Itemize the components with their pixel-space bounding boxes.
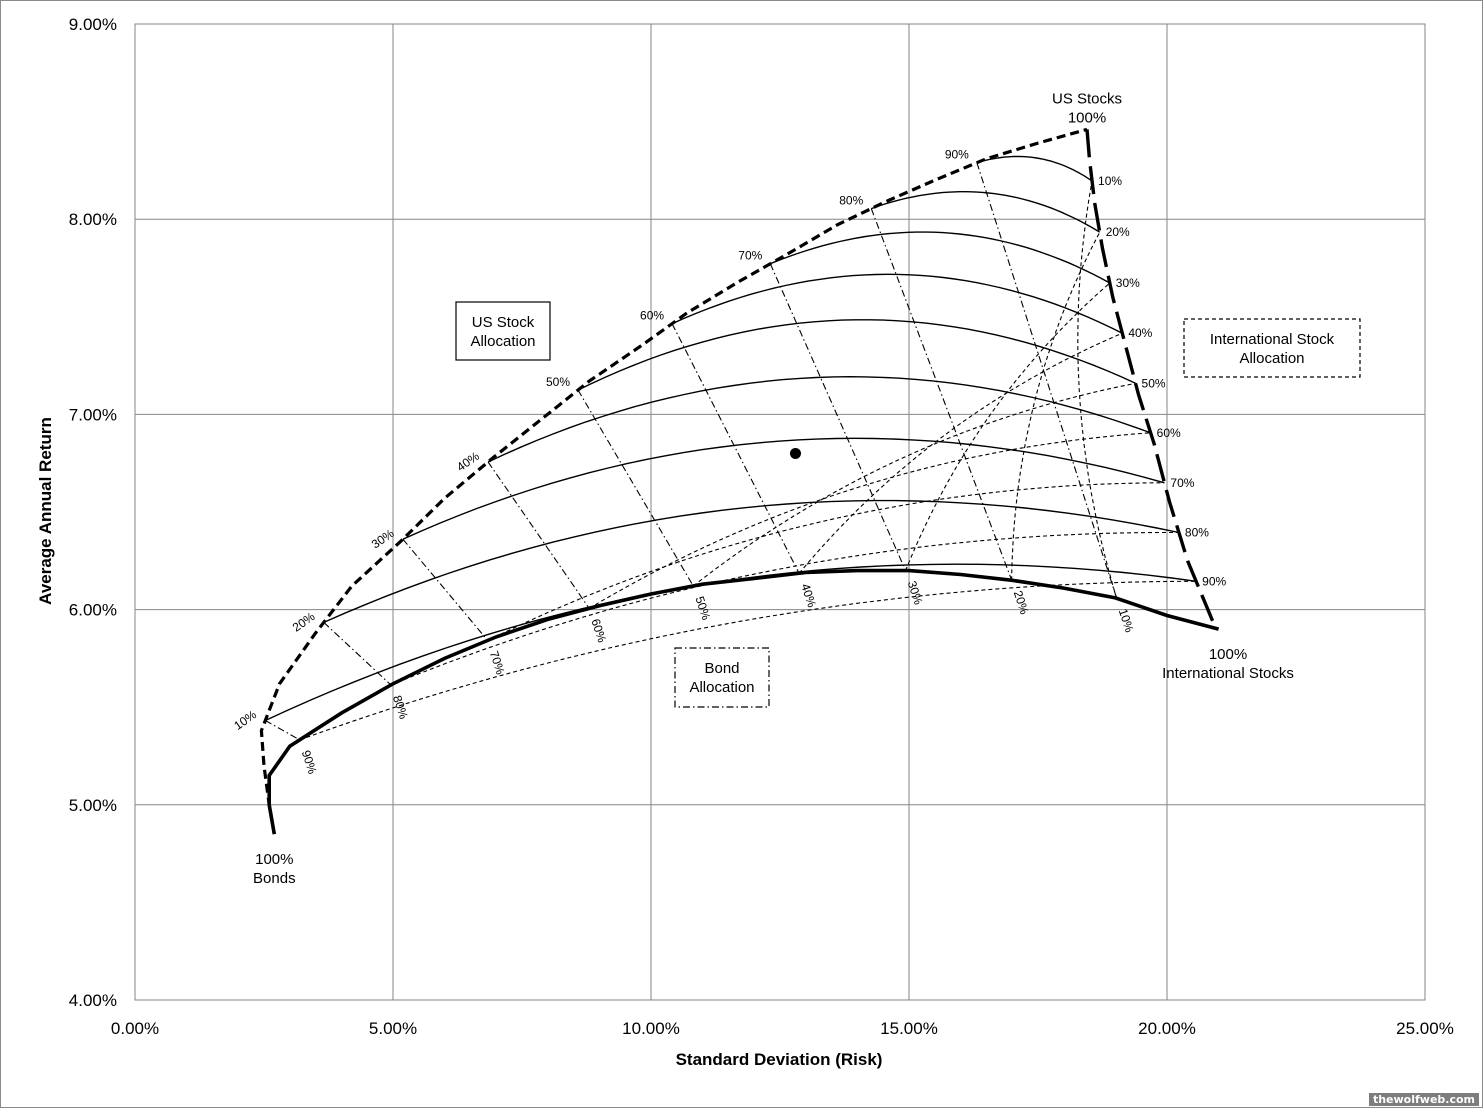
us-allocation-label: 50%: [546, 375, 570, 389]
us-allocation-label: 60%: [640, 309, 664, 323]
corner-label: International Stocks: [1162, 665, 1294, 682]
intl-stock-allocation-line: [487, 482, 1165, 641]
intl-allocation-label: 80%: [1185, 525, 1209, 539]
annotations: 100% Bonds US Stocks 100% 100% International …: [253, 90, 1361, 887]
legend-box-intl: [1183, 318, 1361, 378]
us-stock-allocation-line: [671, 273, 1123, 334]
intl-stock-allocation-line: [798, 332, 1123, 574]
x-tick-label: 10.00%: [622, 1019, 680, 1038]
intl-stock-allocation-line: [1077, 180, 1118, 599]
bond-allocation-line: [577, 389, 694, 587]
intl-stock-allocation-line: [1011, 231, 1101, 581]
intl-stock-allocation-line: [588, 432, 1151, 609]
bond-allocation-label: 90%: [299, 748, 320, 775]
legend-box-label: US Stock: [472, 314, 535, 331]
bond-allocation-line: [487, 461, 590, 609]
intl-allocation-label: 30%: [1116, 276, 1140, 290]
bond-allocation-line: [402, 538, 489, 641]
legend-box-bond: [674, 647, 770, 708]
intl-stock-allocation-line: [905, 282, 1111, 571]
legend-box-us: [455, 301, 551, 361]
intl-stock-allocation-line: [299, 580, 1197, 741]
intl-stock-allocation-line: [692, 382, 1136, 587]
legend-box-label: Allocation: [1239, 350, 1304, 367]
intl-allocation-label: 10%: [1098, 174, 1122, 188]
legend-box-label: Bond: [704, 660, 739, 677]
x-tick-label: 0.00%: [111, 1019, 159, 1038]
plot-area: [134, 23, 1426, 1001]
x-tick-label: 5.00%: [369, 1019, 417, 1038]
us-allocation-label: 90%: [945, 148, 969, 162]
intl-allocation-label: 20%: [1106, 225, 1130, 239]
x-tick-label: 20.00%: [1138, 1019, 1196, 1038]
intl-allocation-label: 40%: [1128, 326, 1152, 340]
us-bond-frontier: [259, 127, 1088, 835]
y-tick-label: 5.00%: [69, 796, 117, 815]
us-stock-allocation-line: [871, 191, 1101, 233]
corner-label: 100%: [255, 851, 293, 868]
legend-box-label: Allocation: [470, 333, 535, 350]
y-tick-label: 7.00%: [69, 405, 117, 424]
us-allocation-label: 70%: [738, 249, 762, 263]
intl-stock-allocation-line: [390, 531, 1179, 686]
portfolio-point: [789, 447, 801, 459]
us-stock-allocation-line: [323, 499, 1180, 624]
allocation-curves: [265, 155, 1197, 741]
intl-allocation-label: 50%: [1142, 376, 1166, 390]
bond-allocation-line: [976, 162, 1118, 599]
x-axis-title: Standard Deviation (Risk): [676, 1050, 883, 1069]
us-allocation-label: 10%: [231, 707, 259, 732]
us-allocation-label: 20%: [290, 609, 318, 634]
bond-allocation-label: 30%: [905, 579, 926, 606]
intl-allocation-label: 60%: [1157, 426, 1181, 440]
bond-allocation-label: 70%: [487, 649, 508, 676]
allocation-labels: 10% 20% 30% 40% 50% 60% 70% 80% 90% 10% 20% 30% 40% 5…: [231, 148, 1226, 776]
bond-allocation-line: [323, 621, 392, 686]
us-allocation-label: 80%: [839, 194, 863, 208]
intl-allocation-label: 90%: [1202, 574, 1226, 588]
frontier-curves: [259, 127, 1220, 835]
bond-allocation-line: [769, 263, 907, 571]
bond-allocation-label: 50%: [692, 595, 713, 622]
bond-allocation-label: 60%: [588, 617, 609, 644]
intl-bond-frontier: [267, 568, 1220, 835]
corner-label: 100%: [1209, 646, 1247, 663]
bond-allocation-label: 20%: [1011, 589, 1032, 616]
bond-allocation-line: [870, 208, 1013, 581]
y-tick-label: 6.00%: [69, 601, 117, 620]
watermark: thewolfweb.com: [1368, 1093, 1479, 1106]
bond-allocation-line: [265, 720, 300, 741]
bond-allocation-line: [671, 323, 800, 574]
corner-label: 100%: [1068, 109, 1106, 126]
us-allocation-label: 40%: [454, 449, 482, 474]
corner-label: US Stocks: [1052, 90, 1122, 107]
bond-allocation-label: 10%: [1116, 607, 1137, 634]
x-tick-label: 25.00%: [1396, 1019, 1454, 1038]
us-stock-allocation-line: [770, 231, 1111, 284]
tick-labels: 4.00% 5.00% 6.00% 7.00% 8.00% 9.00% 0.00% 5.00%…: [69, 15, 1454, 1038]
y-axis-title: Average Annual Return: [36, 417, 55, 605]
us-stock-allocation-line: [976, 155, 1093, 182]
us-intl-frontier: [1085, 129, 1218, 630]
legend-box-label: International Stock: [1210, 331, 1335, 348]
us-stock-allocation-line: [487, 375, 1151, 463]
corner-label: Bonds: [253, 870, 296, 887]
intl-allocation-label: 70%: [1170, 476, 1194, 490]
bond-allocation-label: 40%: [798, 582, 819, 609]
us-stock-allocation-line: [402, 437, 1165, 540]
y-tick-label: 9.00%: [69, 15, 117, 34]
y-tick-label: 4.00%: [69, 991, 117, 1010]
grid-lines: [134, 23, 1426, 1001]
y-tick-label: 8.00%: [69, 210, 117, 229]
us-stock-allocation-line: [577, 319, 1136, 391]
legend-box-label: Allocation: [689, 679, 754, 696]
x-tick-label: 15.00%: [880, 1019, 938, 1038]
